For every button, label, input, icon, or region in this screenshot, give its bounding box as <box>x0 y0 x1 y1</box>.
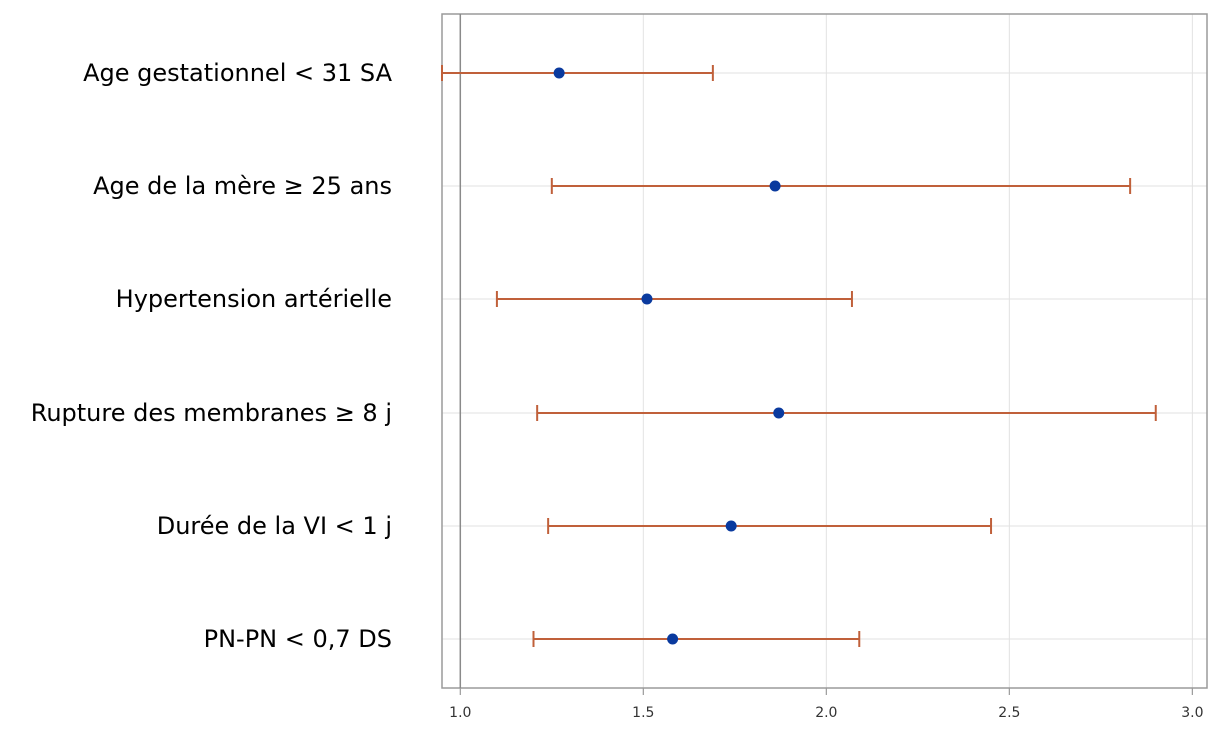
x-tick-label-0: 1.0 <box>449 705 471 721</box>
estimate-point-0 <box>553 67 565 79</box>
estimates <box>441 65 1157 647</box>
x-tick-label-2: 2.0 <box>815 705 837 721</box>
estimate-point-4 <box>725 520 737 532</box>
row-label-0: Age gestationnel < 31 SA <box>83 59 393 87</box>
row-labels: Age gestationnel < 31 SA Age de la mère ≥… <box>31 59 393 653</box>
row-label-5: PN-PN < 0,7 DS <box>204 625 392 653</box>
estimate-point-1 <box>769 180 781 192</box>
row-label-3: Rupture des membranes ≥ 8 j <box>31 399 392 427</box>
estimate-point-3 <box>773 407 785 419</box>
row-label-2: Hypertension artérielle <box>116 285 392 313</box>
row-label-1: Age de la mère ≥ 25 ans <box>93 172 392 200</box>
estimate-point-5 <box>667 633 679 645</box>
row-label-4: Durée de la VI < 1 j <box>157 512 392 540</box>
x-axis-ticks: 1.0 1.5 2.0 2.5 3.0 <box>449 688 1203 721</box>
grid-lines <box>442 14 1207 688</box>
x-tick-label-1: 1.5 <box>632 705 654 721</box>
estimate-point-2 <box>641 293 653 305</box>
plot-frame <box>441 13 1208 689</box>
x-tick-label-3: 2.5 <box>998 705 1020 721</box>
x-tick-label-4: 3.0 <box>1181 705 1203 721</box>
